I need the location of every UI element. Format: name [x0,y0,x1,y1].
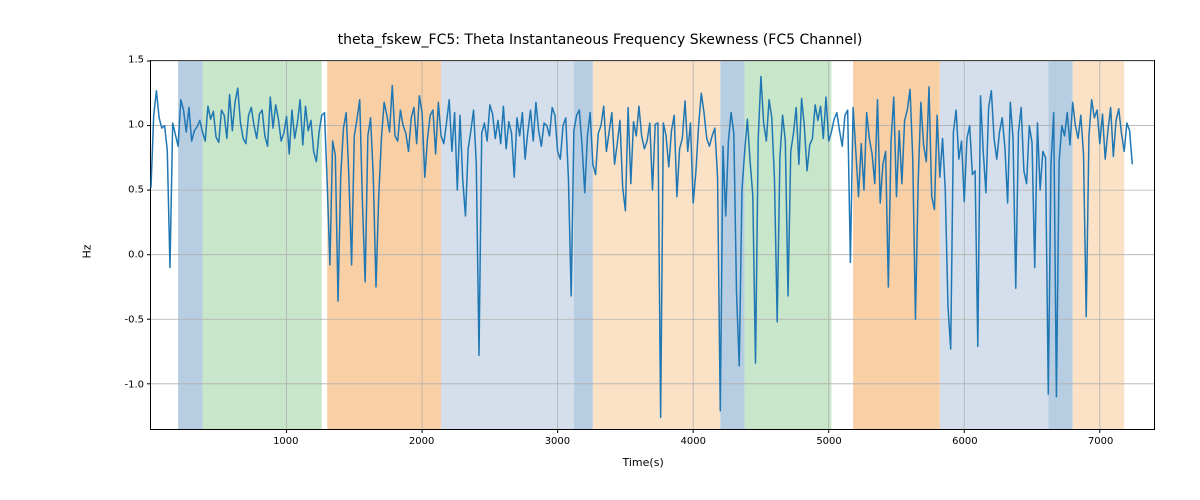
y-tick-label: -0.5 [114,314,144,325]
x-tick-label: 4000 [681,436,706,447]
region-band [1048,61,1072,429]
y-tick-label: 1.5 [114,55,144,66]
region-band [441,61,574,429]
plot-area [150,60,1155,430]
y-tick-label: 0.0 [114,249,144,260]
x-tick-label: 5000 [816,436,841,447]
x-tick-label: 3000 [545,436,570,447]
y-tick-label: -1.0 [114,379,144,390]
x-tick-label: 2000 [409,436,434,447]
figure: theta_fskew_FC5: Theta Instantaneous Fre… [0,0,1200,500]
plot-svg [151,61,1154,429]
x-tick-label: 1000 [273,436,298,447]
y-tick-label: 1.0 [114,119,144,130]
y-tick-label: 0.5 [114,184,144,195]
x-tick-label: 7000 [1088,436,1113,447]
chart-title: theta_fskew_FC5: Theta Instantaneous Fre… [0,32,1200,48]
y-axis-label: Hz [81,244,94,258]
x-tick-label: 6000 [952,436,977,447]
region-band [327,61,441,429]
x-axis-label: Time(s) [623,456,664,469]
